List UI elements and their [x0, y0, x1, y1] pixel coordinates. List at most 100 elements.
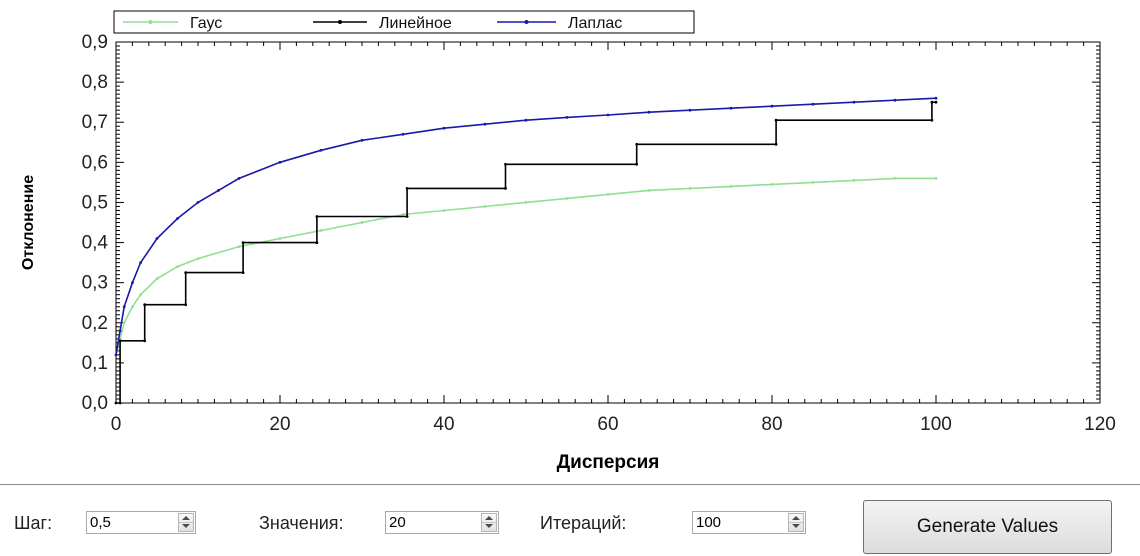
series-point [241, 271, 245, 274]
series-point [143, 339, 147, 343]
series-point [565, 116, 569, 119]
series-point [237, 245, 241, 249]
legend-label: Гаус [190, 15, 222, 32]
y-tick-label: 0,1 [82, 353, 108, 374]
series-point [122, 305, 126, 309]
step-input[interactable] [87, 512, 178, 533]
series-point [114, 401, 118, 405]
x-tick-label: 60 [597, 414, 618, 435]
x-tick-label: 100 [920, 414, 952, 435]
series-point [811, 102, 815, 106]
step-spin-buttons[interactable] [178, 513, 194, 532]
series-line-0 [115, 177, 936, 356]
step-label: Шаг: [14, 513, 53, 533]
arrow-up-icon[interactable] [182, 516, 190, 520]
series-point [319, 229, 323, 232]
legend-marker [524, 20, 529, 24]
y-tick-label: 0,2 [82, 313, 108, 334]
x-tick-label: 120 [1084, 414, 1116, 435]
values-spin-buttons[interactable] [481, 513, 497, 532]
deviation-chart: 0 20 40 60 80 100 120 0,0 0,1 0,2 0,3 0,4 0,5 0,6 0,7 0… [20, 10, 1116, 473]
series-point [278, 237, 282, 240]
series-point [770, 104, 774, 108]
generate-values-button[interactable]: Generate Values [863, 500, 1112, 554]
series-point [184, 303, 188, 307]
y-tick-label: 0,9 [82, 32, 108, 53]
series-point [360, 138, 364, 142]
series-point [405, 187, 409, 190]
step-spinner[interactable] [86, 511, 196, 534]
series-point [688, 187, 692, 190]
series-point [893, 177, 897, 180]
y-tick-label: 0,6 [82, 152, 108, 173]
iterations-spin-buttons[interactable] [788, 513, 804, 532]
series-point [155, 237, 159, 240]
series-point [524, 118, 528, 122]
legend-marker [148, 20, 153, 24]
series-point [155, 277, 159, 281]
series-point [401, 132, 405, 136]
values-input[interactable] [386, 512, 481, 533]
series-point [565, 197, 569, 200]
series-point [360, 221, 364, 224]
series-point [442, 209, 446, 212]
y-tick-label: 0,7 [82, 112, 108, 133]
series-point [504, 162, 507, 166]
series-point [647, 189, 651, 192]
arrow-up-icon[interactable] [485, 516, 493, 520]
series-point [893, 98, 897, 102]
y-tick-label: 0,5 [82, 192, 108, 213]
series-point [401, 213, 405, 216]
series-point [930, 100, 934, 104]
series-point [131, 281, 134, 285]
series-point [688, 108, 692, 112]
series-point [934, 100, 938, 104]
values-spinner[interactable] [385, 511, 499, 534]
series-point [934, 177, 938, 180]
series-point [114, 353, 118, 357]
arrow-up-icon[interactable] [792, 516, 800, 520]
plot-area [115, 41, 1101, 404]
series-point [319, 148, 323, 152]
series-point [729, 106, 733, 110]
arrow-down-icon[interactable] [485, 524, 493, 528]
iterations-input[interactable] [693, 512, 788, 533]
y-tick-label: 0,3 [82, 273, 108, 294]
series-point [176, 217, 179, 220]
arrow-down-icon[interactable] [792, 524, 800, 528]
series-point [930, 118, 934, 122]
series-point [852, 100, 856, 104]
y-tick-label: 0,8 [82, 72, 108, 93]
y-tick-label: 0,4 [82, 233, 109, 254]
series-point [442, 126, 446, 130]
series-point [934, 96, 938, 100]
series-point [606, 193, 610, 196]
arrow-down-icon[interactable] [182, 524, 190, 528]
legend-label: Лаплас [568, 15, 622, 32]
series-point [217, 189, 220, 192]
series-point [483, 205, 487, 208]
x-tick-label: 20 [269, 414, 290, 435]
series-point [315, 241, 319, 245]
iterations-spinner[interactable] [692, 511, 806, 534]
series-point [184, 271, 188, 274]
series-point [729, 185, 733, 188]
series-point [118, 329, 122, 333]
series-point [774, 142, 778, 146]
series-line-1 [116, 101, 936, 404]
series-point [811, 181, 815, 184]
series-point [635, 142, 639, 146]
series-point [635, 162, 639, 166]
series-point [524, 201, 528, 204]
series-point [237, 177, 241, 180]
series-point [131, 305, 134, 309]
spin-separator [179, 522, 193, 523]
x-axis-title: Дисперсия [557, 452, 660, 473]
y-tick-label: 0,0 [82, 393, 108, 414]
series-point [122, 321, 126, 325]
series-point [139, 261, 143, 264]
series-point [483, 122, 487, 126]
series-point [196, 201, 200, 204]
series-point [196, 257, 200, 260]
series-point [278, 160, 282, 164]
